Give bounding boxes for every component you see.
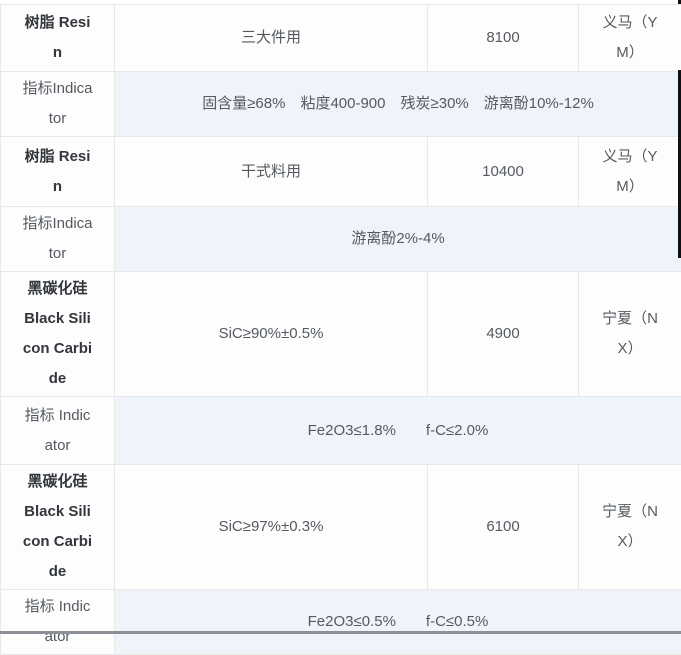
spec-cell: SiC≥90%±0.5% <box>115 272 428 396</box>
table-row-product: 黑碳化硅 Black Silicon Carbide SiC≥90%±0.5% … <box>1 272 681 397</box>
origin-cell: 宁夏（NX） <box>602 310 658 357</box>
product-name-cell: 黑碳化硅 Black Silicon Carbide <box>1 272 115 396</box>
price-table: 树脂 Resin 三大件用 8100 义马（YM） 指标Indicator 固含… <box>0 4 681 655</box>
table-row-indicator: 指标Indicator 游离酚2%-4% <box>1 207 681 272</box>
origin-cell: 义马（YM） <box>602 14 658 61</box>
spec-cell: SiC≥97%±0.3% <box>115 465 428 589</box>
origin-cell: 宁夏（NX） <box>602 503 658 550</box>
right-edge-dark-strip-top <box>678 0 681 4</box>
price-cell: 10400 <box>428 137 579 206</box>
indicator-detail-cell: 固含量≥68% 粘度400-900 残炭≥30% 游离酚10%-12% <box>115 72 681 136</box>
origin-cell: 义马（YM） <box>602 147 658 195</box>
table-row-product: 树脂 Resin 干式料用 10400 义马（YM） <box>1 137 681 207</box>
spec-cell: 干式料用 <box>115 137 428 206</box>
table-row-product: 黑碳化硅 Black Silicon Carbide SiC≥97%±0.3% … <box>1 465 681 590</box>
price-cell: 8100 <box>428 5 579 71</box>
indicator-label-cell: 指标 Indicator <box>1 590 115 654</box>
product-name-cell: 树脂 Resin <box>1 5 115 71</box>
indicator-detail-cell: Fe2O3≤0.5% f-C≤0.5% <box>115 590 681 654</box>
indicator-detail-cell: 游离酚2%-4% <box>115 207 681 271</box>
indicator-detail-cell: Fe2O3≤1.8% f-C≤2.0% <box>115 397 681 464</box>
indicator-label-cell: 指标Indicator <box>1 72 115 136</box>
indicator-label-cell: 指标 Indicator <box>1 397 115 464</box>
product-name-cell: 黑碳化硅 Black Silicon Carbide <box>1 465 115 589</box>
price-cell: 6100 <box>428 465 579 589</box>
table-row-indicator: 指标 Indicator Fe2O3≤0.5% f-C≤0.5% <box>1 590 681 655</box>
table-row-indicator: 指标 Indicator Fe2O3≤1.8% f-C≤2.0% <box>1 397 681 465</box>
price-cell: 4900 <box>428 272 579 396</box>
indicator-label-cell: 指标Indicator <box>1 207 115 271</box>
table-row-product: 树脂 Resin 三大件用 8100 义马（YM） <box>1 5 681 72</box>
spec-cell: 三大件用 <box>115 5 428 71</box>
right-edge-dark-strip <box>678 70 681 258</box>
bottom-edge-bar <box>0 631 681 634</box>
table-row-indicator: 指标Indicator 固含量≥68% 粘度400-900 残炭≥30% 游离酚… <box>1 72 681 137</box>
product-name-cell: 树脂 Resin <box>1 137 115 206</box>
